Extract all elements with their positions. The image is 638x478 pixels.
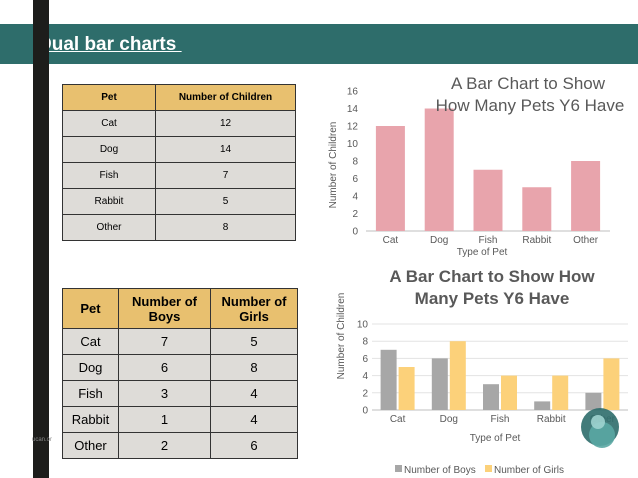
bar <box>449 341 466 410</box>
top-margin <box>0 0 638 24</box>
y-tick-label: 4 <box>352 192 358 203</box>
y-tick-label: 4 <box>362 371 368 382</box>
title-band: Dual bar charts <box>0 24 638 64</box>
y-tick-label: 6 <box>362 354 368 365</box>
bar <box>483 384 499 410</box>
x-tick-label: Cat <box>390 414 406 425</box>
chart-title-line: A Bar Chart to Show <box>451 74 606 93</box>
bar <box>571 161 601 231</box>
bar <box>431 358 448 410</box>
bar <box>380 349 397 410</box>
table-cell: 6 <box>118 354 211 381</box>
table-cell: 2 <box>118 432 211 459</box>
table-row: Fish 3 4 <box>62 380 298 407</box>
table-cell: Other <box>62 432 119 459</box>
x-tick-label: Rabbit <box>537 414 566 425</box>
table-row: Other 2 6 <box>62 432 298 459</box>
table-cell: 12 <box>155 110 296 137</box>
table-cell: Rabbit <box>62 188 156 215</box>
table-row: Rabbit 5 <box>62 188 296 215</box>
x-tick-label: Rabbit <box>522 235 551 246</box>
table-row: Fish 7 <box>62 162 296 189</box>
y-tick-label: 2 <box>352 209 358 220</box>
table-header: Pet <box>62 288 119 329</box>
table-cell: 7 <box>155 162 296 189</box>
table-cell: Dog <box>62 354 119 381</box>
table-cell: 1 <box>118 406 211 433</box>
single-bar-chart: 0 2 4 6 8 10 12 14 16 Cat Dog Fish Rabbit Other Type o… <box>328 74 624 258</box>
y-tick-label: 2 <box>362 388 368 399</box>
table-cell: 4 <box>210 406 298 433</box>
y-tick-label: 0 <box>352 227 358 238</box>
table-cell: Fish <box>62 380 119 407</box>
y-tick-label: 12 <box>347 122 359 133</box>
y-tick-label: 8 <box>352 157 358 168</box>
x-axis-label: Type of Pet <box>470 433 521 444</box>
bar <box>585 392 602 410</box>
table-header: Number of Girls <box>210 288 298 329</box>
legend-label: Number of Boys <box>404 465 476 476</box>
watermark-text: ucan.or <box>32 437 53 443</box>
table-cell: 5 <box>210 328 298 355</box>
decorative-circles <box>581 408 619 448</box>
table-header-row: Pet Number of Children <box>62 84 296 111</box>
table-header: Number of Children <box>155 84 296 111</box>
table-cell: 8 <box>155 214 296 241</box>
y-tick-label: 8 <box>362 337 368 348</box>
chart-title-line: Many Pets Y6 Have <box>415 289 570 308</box>
bar <box>522 187 552 231</box>
x-tick-label: Dog <box>440 414 458 425</box>
table-cell: 5 <box>155 188 296 215</box>
x-tick-label: Fish <box>479 235 498 246</box>
bar <box>501 375 517 410</box>
x-axis-label: Type of Pet <box>457 247 508 258</box>
table-cell: 4 <box>210 380 298 407</box>
x-tick-label: Fish <box>491 414 510 425</box>
pets-boys-girls-table: Pet Number of Boys Number of Girls Cat 7 5… <box>62 288 298 459</box>
y-axis-label: Number of Children <box>336 293 347 380</box>
table-row: Other 8 <box>62 214 296 241</box>
pets-children-table: Pet Number of Children Cat 12 Dog 14 Fish 7… <box>62 84 296 241</box>
chart-title-line: How Many Pets Y6 Have <box>436 96 625 115</box>
bar <box>375 126 405 231</box>
y-tick-label: 6 <box>352 174 358 185</box>
left-margin <box>0 0 14 478</box>
legend-swatch <box>395 465 402 472</box>
table-cell: 7 <box>118 328 211 355</box>
y-tick-label: 10 <box>357 320 369 331</box>
bar <box>534 401 551 410</box>
table-cell: 8 <box>210 354 298 381</box>
table-cell: Cat <box>62 328 119 355</box>
table-cell: 6 <box>210 432 298 459</box>
y-tick-label: 10 <box>347 139 359 150</box>
x-tick-label: Other <box>573 235 599 246</box>
y-tick-label: 0 <box>362 406 368 417</box>
table-cell: 14 <box>155 136 296 163</box>
bar <box>473 169 503 231</box>
bar <box>552 375 569 410</box>
chart-title-line: A Bar Chart to Show How <box>389 267 595 286</box>
decor-circle <box>591 415 605 429</box>
legend-label: Number of Girls <box>494 465 564 476</box>
table-cell: Dog <box>62 136 156 163</box>
y-axis-label: Number of Children <box>328 122 339 209</box>
left-accent-strip <box>33 0 49 478</box>
y-tick-label: 16 <box>347 87 359 98</box>
dual-bar-chart: 0246810CatDogFishRabbitOtherType of PetN… <box>336 267 628 476</box>
table-cell: Other <box>62 214 156 241</box>
table-row: Dog 6 8 <box>62 354 298 381</box>
table-row: Cat 12 <box>62 110 296 137</box>
table-row: Cat 7 5 <box>62 328 298 355</box>
table-row: Dog 14 <box>62 136 296 163</box>
y-tick-label: 14 <box>347 104 359 115</box>
x-tick-label: Dog <box>430 235 448 246</box>
x-tick-label: Cat <box>383 235 399 246</box>
bar <box>424 108 454 231</box>
legend-swatch <box>485 465 492 472</box>
table-cell: 3 <box>118 380 211 407</box>
bar <box>398 367 415 410</box>
bar <box>603 358 620 410</box>
